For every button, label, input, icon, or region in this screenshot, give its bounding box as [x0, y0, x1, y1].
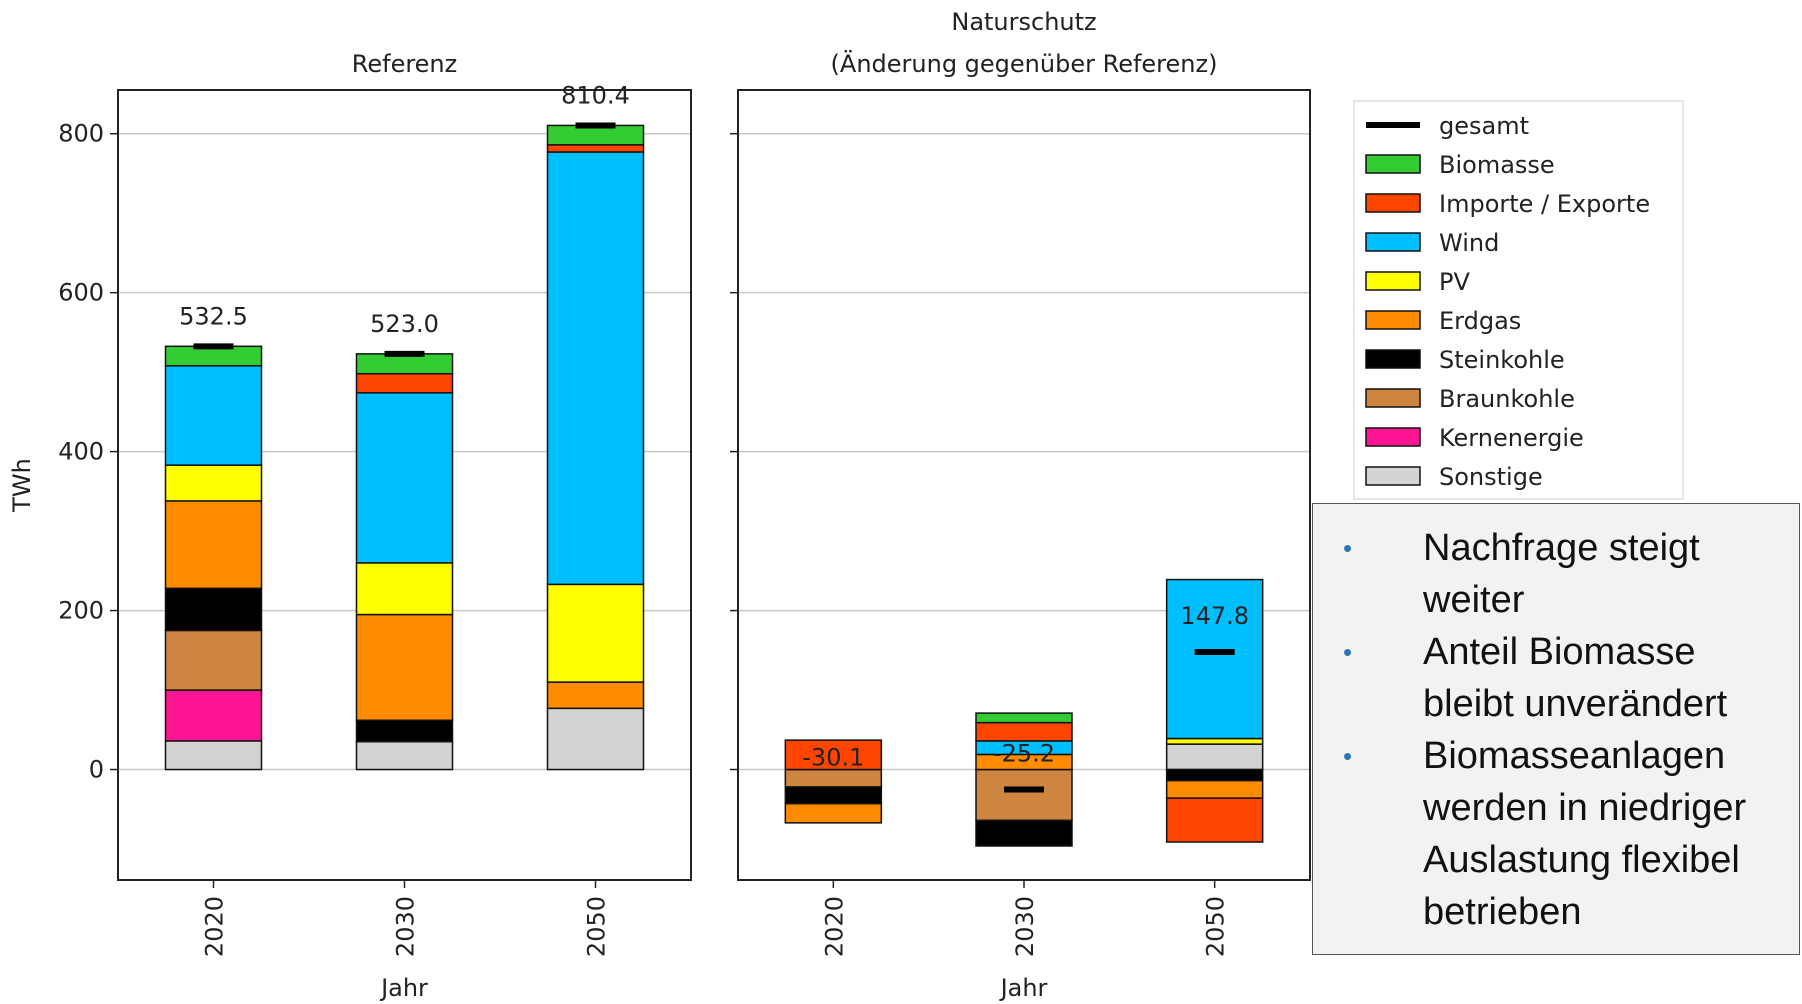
chart-title: Naturschutz [951, 8, 1096, 36]
bar-segment [546, 583, 645, 683]
bar-segment [355, 562, 454, 616]
bar-segment [355, 613, 454, 722]
bar-segment [1165, 743, 1264, 771]
y-tick-label: 200 [58, 597, 104, 625]
bar-segment [546, 707, 645, 771]
legend-label: Erdgas [1439, 307, 1521, 335]
bar-segment [975, 768, 1073, 822]
legend-swatch [1365, 466, 1421, 486]
plot-frame [737, 89, 1311, 881]
bar-segment [1165, 737, 1264, 745]
x-axis-label: Jahr [999, 974, 1048, 1002]
y-tick-label: 600 [58, 279, 104, 307]
chart-subtitle: (Änderung gegenüber Referenz) [831, 49, 1218, 78]
x-tick-label: 2030 [392, 896, 420, 957]
x-tick-label: 2030 [1011, 896, 1039, 957]
x-tick-label: 2020 [201, 896, 229, 957]
bar-segment [975, 819, 1073, 847]
bar-segment [1165, 768, 1264, 782]
value-label: -30.1 [802, 743, 864, 771]
bar-segment [164, 500, 263, 590]
bar-segment [784, 739, 883, 771]
y-tick-label: 400 [58, 438, 104, 466]
chart-title: Referenz [352, 50, 458, 78]
legend-label: Sonstige [1439, 463, 1543, 491]
bar-segment [355, 372, 454, 394]
bar-segment [975, 721, 1073, 742]
plot-frame [117, 89, 692, 881]
note-list: Nachfrage steigt weiterAnteil Biomasse b… [1343, 522, 1789, 938]
bar-segment [546, 144, 645, 153]
legend-label: Steinkohle [1439, 346, 1565, 374]
value-label: -25.2 [993, 740, 1055, 768]
bar-segment [546, 681, 645, 710]
legend-label: PV [1439, 268, 1470, 296]
x-axis-label: Jahr [379, 974, 428, 1002]
bar-segment [164, 464, 263, 502]
note-box: Nachfrage steigt weiterAnteil Biomasse b… [1312, 503, 1800, 955]
bar-segment [164, 689, 263, 742]
bar-segment [1165, 578, 1264, 740]
value-label: 810.4 [561, 81, 630, 109]
legend-label: Wind [1439, 229, 1499, 257]
y-tick-label: 0 [89, 756, 104, 784]
bar-segment [164, 629, 263, 691]
note-item: Anteil Biomasse bleibt unverändert [1343, 626, 1789, 730]
note-item: Nachfrage steigt weiter [1343, 522, 1789, 626]
legend-swatch [1365, 427, 1421, 447]
y-axis-label: TWh [8, 458, 36, 513]
value-label: 523.0 [370, 310, 439, 338]
legend-label: Importe / Exporte [1439, 190, 1650, 218]
bar-segment [1165, 779, 1264, 799]
legend-swatch [1365, 349, 1421, 369]
x-tick-label: 2020 [820, 896, 848, 957]
legend-swatch [1365, 193, 1421, 213]
legend-swatch [1365, 232, 1421, 252]
x-tick-label: 2050 [583, 896, 611, 957]
y-tick-label: 800 [58, 120, 104, 148]
bar-segment [1165, 797, 1264, 843]
legend-label: Biomasse [1439, 151, 1555, 179]
bar-segment [164, 587, 263, 632]
legend-swatch [1365, 271, 1421, 291]
legend-swatch [1365, 310, 1421, 330]
bar-segment [355, 392, 454, 564]
value-label: 532.5 [179, 302, 248, 330]
value-label: 147.8 [1180, 602, 1249, 630]
x-tick-label: 2050 [1202, 896, 1230, 957]
legend-label: Kernenergie [1439, 424, 1584, 452]
legend-swatch [1365, 154, 1421, 174]
bar-segment [546, 151, 645, 586]
bar-segment [355, 740, 454, 771]
bar-segment [975, 712, 1073, 724]
legend-label: Braunkohle [1439, 385, 1575, 413]
note-item: Biomasseanlagen werden in niedriger Ausl… [1343, 730, 1789, 938]
bar-segment [355, 719, 454, 743]
legend-label: gesamt [1439, 112, 1529, 140]
bar-segment [784, 768, 883, 788]
bar-segment [164, 740, 263, 771]
legend-swatch [1365, 388, 1421, 408]
bar-segment [784, 802, 883, 824]
legend: gesamt Biomasse Importe / Exporte Wind PV Erd… [1353, 100, 1684, 500]
bar-segment [164, 365, 263, 466]
